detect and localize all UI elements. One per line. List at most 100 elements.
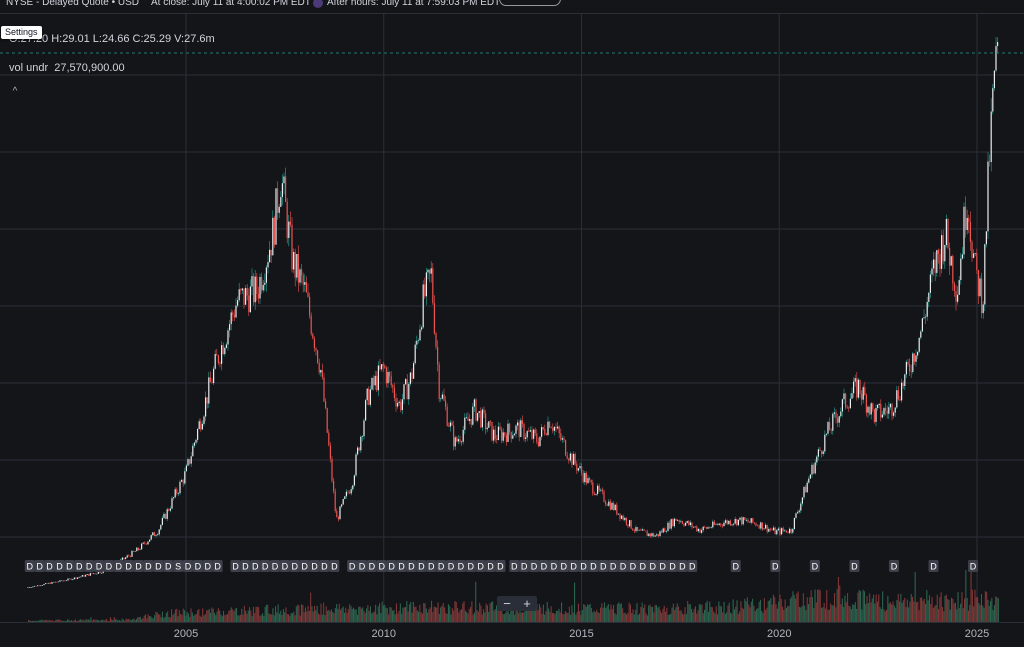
candle-body: [824, 434, 826, 452]
x-tick-label: 2005: [173, 628, 199, 640]
volume-bar: [55, 619, 57, 622]
candle-body: [512, 435, 514, 439]
collapse-legend-button[interactable]: ^: [12, 86, 18, 97]
dividend-marker-box: [212, 560, 223, 572]
dividend-marker-label: D: [145, 562, 152, 572]
candle-body: [560, 433, 562, 440]
candle-body: [819, 449, 821, 451]
candle-body: [793, 517, 795, 529]
volume-bar: [826, 590, 828, 622]
candle-body: [80, 576, 82, 578]
dividend-marker-box: [485, 560, 496, 572]
dividend-marker: D: [289, 560, 300, 572]
volume-bar: [801, 606, 803, 622]
candle-body: [800, 503, 802, 511]
volume-bar: [788, 605, 790, 622]
candle-body: [720, 523, 722, 526]
volume-bar: [587, 604, 589, 622]
volume-bar: [719, 605, 721, 622]
volume-bar: [368, 610, 370, 622]
header-pill-button[interactable]: [499, 0, 561, 6]
settings-button[interactable]: Settings: [1, 26, 42, 39]
zoom-in-button[interactable]: +: [523, 596, 531, 611]
volume-bar: [224, 615, 226, 622]
candle-body: [459, 439, 461, 442]
volume-bar: [915, 602, 917, 622]
candle-body: [843, 393, 845, 400]
candle-body: [712, 521, 714, 528]
volume-bar: [395, 603, 397, 622]
volume-bar: [645, 613, 647, 622]
volume-bar: [886, 609, 888, 622]
volume-bar: [486, 605, 488, 622]
volume-bar: [301, 604, 303, 622]
volume-bar: [250, 610, 252, 622]
volume-bar: [884, 611, 886, 622]
volume-bar: [823, 602, 825, 622]
dividend-marker-box: [538, 560, 549, 572]
candle-body: [310, 315, 312, 334]
candle-body: [734, 519, 736, 524]
candle-body: [801, 497, 803, 504]
volume-bar: [464, 610, 466, 622]
volume-bar: [922, 600, 924, 622]
candle-body: [528, 431, 530, 432]
candle-body: [565, 440, 567, 456]
volume-bar: [662, 608, 664, 622]
candle-body: [761, 522, 763, 530]
volume-bar: [145, 614, 147, 622]
volume-bar: [654, 604, 656, 622]
volume-bar: [50, 620, 52, 622]
candle-body: [973, 253, 975, 258]
dividend-marker-box: [396, 560, 407, 572]
candle-body: [54, 581, 56, 583]
candle-body: [713, 521, 715, 525]
volume-bar: [275, 606, 277, 622]
volume-bar: [35, 620, 37, 622]
candle-body: [694, 526, 696, 528]
volume-bar: [975, 597, 977, 622]
volume-bar: [546, 601, 548, 622]
volume-bar: [133, 618, 135, 622]
volume-bar: [191, 612, 193, 622]
volume-bar: [267, 604, 269, 622]
volume-bar: [653, 612, 655, 622]
volume-bar: [210, 612, 212, 622]
dividend-marker-box: [578, 560, 589, 572]
candle-body: [97, 571, 99, 574]
candle-body: [189, 459, 191, 464]
volume-bar: [206, 610, 208, 622]
candle-body: [701, 530, 703, 533]
volume-bar: [541, 613, 543, 622]
candle-body: [475, 399, 477, 421]
volume-bar: [623, 613, 625, 622]
volume-bar: [553, 612, 555, 622]
candle-body: [613, 502, 615, 511]
volume-bar: [138, 617, 140, 622]
volume-bar: [168, 616, 170, 622]
volume-bar: [437, 602, 439, 622]
dividend-marker: D: [74, 560, 85, 572]
volume-bar: [592, 612, 594, 622]
zoom-out-button[interactable]: −: [503, 596, 511, 611]
volume-bar: [895, 607, 897, 622]
volume-bar: [795, 598, 797, 622]
volume-bar: [254, 613, 256, 622]
candle-body: [835, 412, 837, 419]
candle-body: [230, 312, 232, 325]
volume-bar: [522, 612, 524, 622]
candle-body: [592, 482, 594, 494]
dividend-marker: D: [44, 560, 55, 572]
candle-body: [326, 407, 328, 433]
candle-body: [272, 217, 274, 256]
volume-bar: [978, 602, 980, 622]
candle-body: [896, 390, 898, 408]
candle-body: [163, 513, 165, 518]
volume-bar: [689, 604, 691, 622]
volume-bar: [212, 608, 214, 622]
volume-bar: [397, 613, 399, 622]
volume-bar: [280, 610, 282, 622]
candle-body: [409, 372, 411, 384]
volume-bar: [743, 609, 745, 622]
